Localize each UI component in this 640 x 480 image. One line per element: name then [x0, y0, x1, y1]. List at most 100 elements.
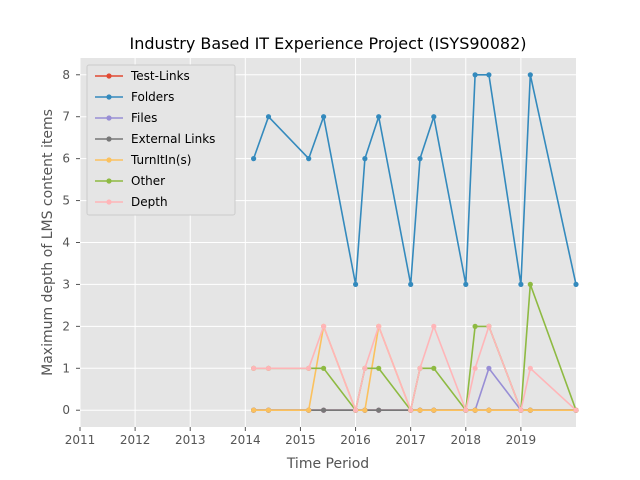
data-point-depth [527, 365, 533, 371]
data-point-folders [353, 281, 359, 287]
legend-marker [106, 115, 112, 121]
y-tick-label: 7 [62, 110, 70, 124]
legend-label: Test-Links [130, 69, 190, 83]
data-point-turnitin-s [306, 407, 312, 413]
series-line-depth [253, 325, 577, 412]
legend-label: Folders [131, 90, 174, 104]
data-point-folders [306, 156, 312, 162]
x-tick-label: 2015 [285, 433, 316, 447]
data-point-external-links [321, 407, 327, 413]
data-point-folders [417, 156, 423, 162]
x-tick-label: 2013 [175, 433, 206, 447]
data-point-depth [376, 323, 382, 329]
data-point-folders [518, 281, 524, 287]
legend-item-folders: Folders [95, 90, 174, 104]
data-point-turnitin-s [265, 407, 272, 413]
data-point-files [486, 365, 492, 371]
x-tick-label: 2012 [120, 433, 151, 447]
data-point-folders [463, 281, 469, 287]
data-point-depth [431, 323, 437, 329]
legend-marker [106, 73, 112, 79]
legend-box [86, 64, 236, 216]
legend-marker [106, 136, 112, 142]
legend-item-turnitin-s: TurnItIn(s) [95, 153, 191, 167]
legend-label: Files [131, 111, 157, 125]
legend-item-depth: Depth [95, 195, 168, 209]
series-line-folders [252, 74, 577, 286]
y-tick-label: 2 [62, 319, 70, 333]
data-point-depth [321, 323, 327, 329]
data-point-turnitin-s [486, 407, 492, 413]
data-point-folders [486, 72, 492, 78]
data-point-turnitin-s [431, 407, 437, 413]
data-point-depth [306, 365, 312, 371]
legend-marker [106, 178, 112, 184]
data-point-folders [527, 72, 533, 78]
data-point-depth [408, 407, 414, 413]
legend-item-external-links: External Links [95, 132, 215, 146]
data-point-depth [573, 407, 579, 413]
legend-marker [106, 199, 112, 205]
series-folders [251, 72, 579, 287]
data-point-depth [362, 365, 368, 371]
data-point-depth [265, 365, 272, 371]
y-axis-label: Maximum depth of LMS content items [40, 109, 56, 376]
data-point-depth [486, 323, 492, 329]
y-tick-label: 8 [62, 68, 70, 82]
data-point-folders [472, 72, 478, 78]
data-point-other [321, 365, 327, 371]
data-point-other [472, 323, 478, 329]
data-point-depth [518, 407, 524, 413]
chart-title: Industry Based IT Experience Project (IS… [129, 34, 526, 53]
data-point-folders [376, 114, 382, 120]
x-tick-label: 2011 [65, 433, 96, 447]
x-axis-label: Time Period [286, 456, 369, 472]
data-point-turnitin-s [472, 407, 478, 413]
y-tick-label: 0 [62, 403, 70, 417]
data-point-turnitin-s [417, 407, 423, 413]
x-tick-label: 2019 [506, 433, 537, 447]
data-point-folders [321, 114, 327, 120]
data-point-folders [251, 156, 257, 162]
series-layer [251, 72, 579, 413]
data-point-depth [472, 365, 478, 371]
data-point-turnitin-s [527, 407, 533, 413]
data-point-other [527, 281, 533, 287]
data-point-folders [408, 281, 414, 287]
data-point-folders [573, 281, 579, 287]
legend-label: Other [131, 174, 165, 188]
legend-label: External Links [131, 132, 215, 146]
legend-item-other: Other [95, 174, 165, 188]
data-point-external-links [376, 407, 382, 413]
data-point-depth [353, 407, 359, 413]
data-point-folders [265, 114, 272, 120]
x-tick-label: 2014 [230, 433, 261, 447]
legend-item-test-links: Test-Links [95, 69, 190, 83]
x-tick-label: 2017 [395, 433, 426, 447]
legend-marker [106, 94, 112, 100]
data-point-folders [431, 114, 437, 120]
y-tick-label: 1 [62, 361, 70, 375]
data-point-turnitin-s [251, 407, 257, 413]
data-point-turnitin-s [362, 407, 368, 413]
y-tick-label: 3 [62, 277, 70, 291]
data-point-depth [463, 407, 469, 413]
y-tick-label: 6 [62, 152, 70, 166]
x-tick-label: 2018 [451, 433, 482, 447]
series-depth [251, 323, 579, 413]
data-point-depth [251, 365, 257, 371]
data-point-depth [417, 365, 423, 371]
data-point-other [431, 365, 437, 371]
x-tick-label: 2016 [340, 433, 371, 447]
x-ticks: 2011 2012 2013 2014 2015 2016 2017 2018 2019 [65, 427, 536, 447]
y-tick-label: 4 [62, 236, 70, 250]
y-tick-label: 5 [62, 194, 70, 208]
legend-item-files: Files [95, 111, 157, 125]
legend: Test-Links Folders Files External Links Turn… [86, 64, 236, 216]
legend-label: Depth [131, 195, 168, 209]
y-ticks: 0 1 2 3 4 5 6 7 8 [62, 68, 80, 417]
data-point-other [376, 365, 382, 371]
legend-label: TurnItIn(s) [130, 153, 191, 167]
data-point-folders [362, 156, 368, 162]
